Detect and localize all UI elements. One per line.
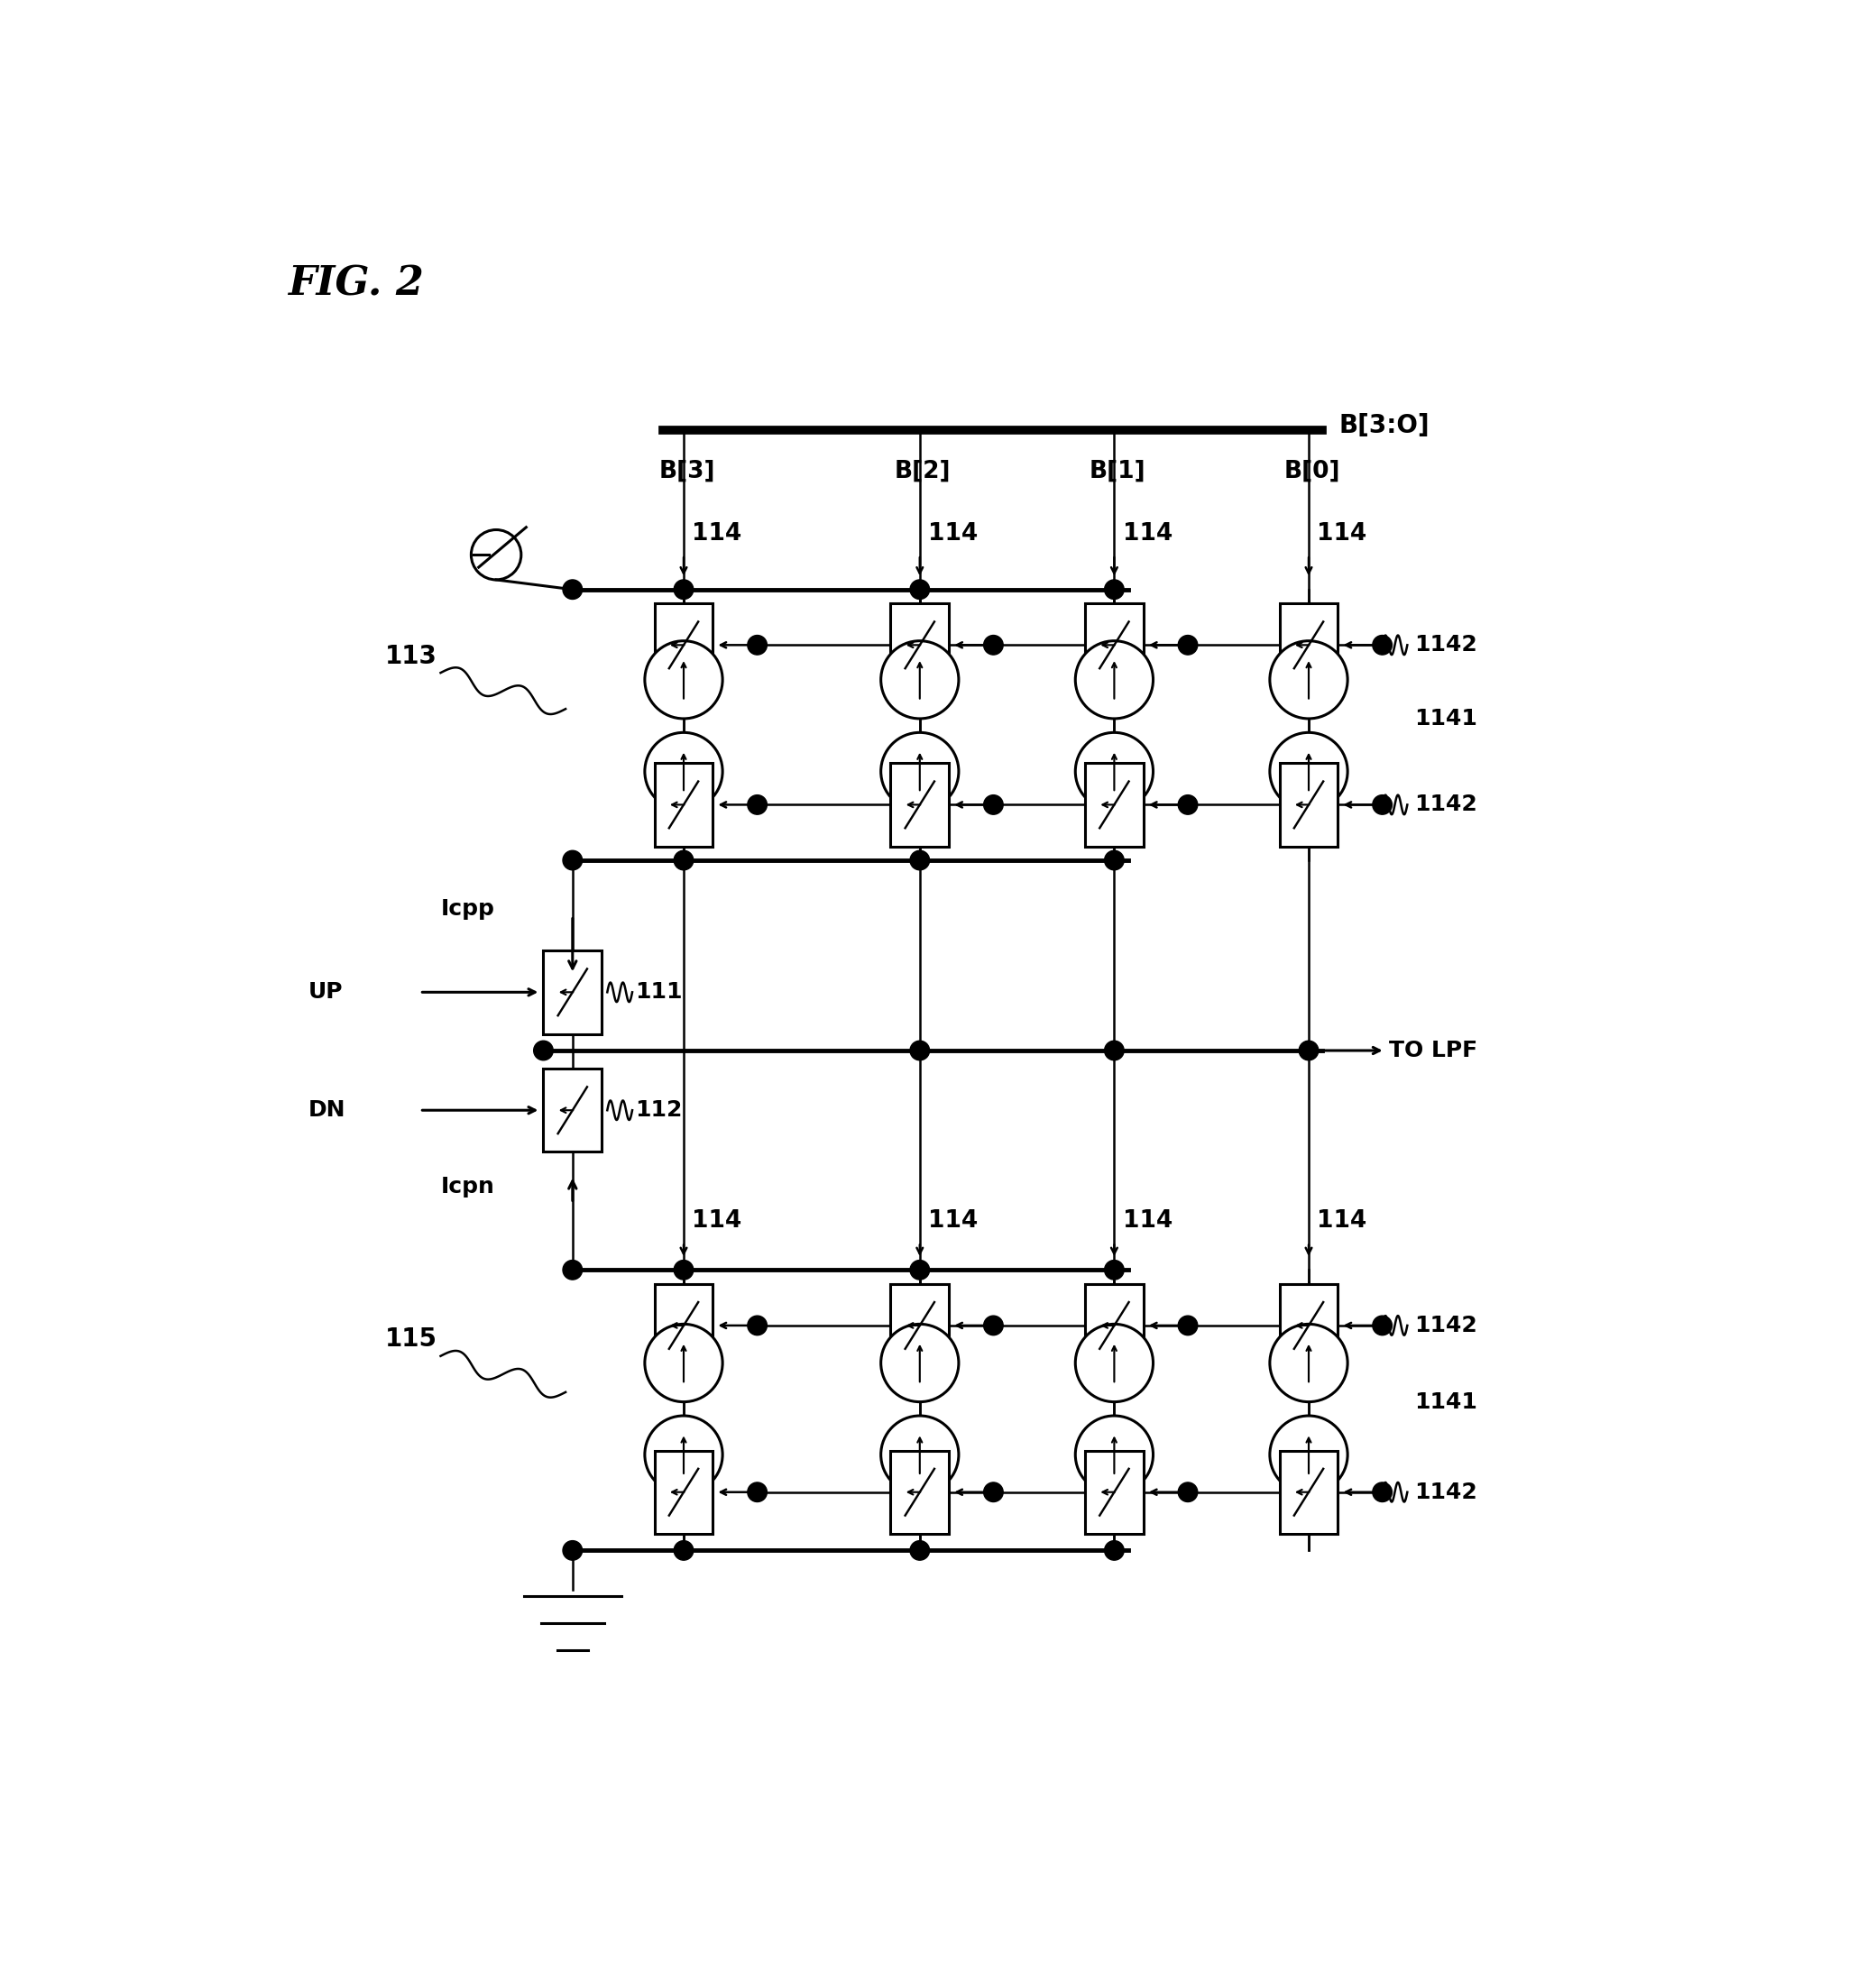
- Bar: [655, 604, 713, 687]
- Text: 111: 111: [636, 981, 683, 1002]
- Circle shape: [1373, 1482, 1392, 1501]
- Circle shape: [747, 795, 767, 815]
- Text: FIG. 2: FIG. 2: [287, 264, 424, 304]
- Text: Icpp: Icpp: [441, 898, 495, 919]
- Circle shape: [1075, 1417, 1154, 1494]
- Circle shape: [673, 580, 694, 600]
- Bar: [1084, 1284, 1142, 1367]
- Text: 114: 114: [929, 523, 977, 547]
- Circle shape: [645, 1417, 722, 1494]
- Bar: [1084, 764, 1142, 846]
- Circle shape: [1178, 795, 1197, 815]
- Circle shape: [910, 1042, 929, 1060]
- Bar: [891, 764, 949, 846]
- Text: 1142: 1142: [1415, 793, 1476, 815]
- Circle shape: [747, 1482, 767, 1501]
- Circle shape: [1075, 641, 1154, 718]
- Circle shape: [1178, 1482, 1197, 1501]
- Text: B[3:O]: B[3:O]: [1339, 412, 1430, 438]
- Circle shape: [1105, 1261, 1124, 1280]
- Circle shape: [673, 1541, 694, 1561]
- Circle shape: [1373, 1316, 1392, 1336]
- Circle shape: [910, 1541, 929, 1561]
- Text: B[0]: B[0]: [1283, 460, 1339, 483]
- Circle shape: [983, 1316, 1004, 1336]
- Circle shape: [563, 1261, 582, 1280]
- Bar: [891, 1450, 949, 1533]
- Circle shape: [1270, 641, 1347, 718]
- Circle shape: [1105, 1042, 1124, 1060]
- Bar: [1279, 764, 1338, 846]
- Text: 114: 114: [1122, 523, 1172, 547]
- Bar: [544, 1069, 602, 1152]
- Text: B[2]: B[2]: [895, 460, 951, 483]
- Text: 114: 114: [692, 1209, 741, 1233]
- Text: 114: 114: [692, 523, 741, 547]
- Text: 112: 112: [636, 1099, 683, 1121]
- Circle shape: [1270, 732, 1347, 811]
- Circle shape: [1075, 732, 1154, 811]
- Bar: [1279, 1450, 1338, 1533]
- Circle shape: [563, 850, 582, 870]
- Circle shape: [1105, 850, 1124, 870]
- Circle shape: [882, 641, 959, 718]
- Circle shape: [645, 732, 722, 811]
- Circle shape: [673, 1261, 694, 1280]
- Text: 114: 114: [1122, 1209, 1172, 1233]
- Bar: [891, 1284, 949, 1367]
- Bar: [655, 764, 713, 846]
- Circle shape: [910, 850, 929, 870]
- Circle shape: [882, 1417, 959, 1494]
- Circle shape: [910, 580, 929, 600]
- Circle shape: [1178, 1316, 1197, 1336]
- Bar: [544, 951, 602, 1034]
- Circle shape: [563, 580, 582, 600]
- Circle shape: [1105, 1541, 1124, 1561]
- Circle shape: [1373, 795, 1392, 815]
- Bar: [1279, 1284, 1338, 1367]
- Circle shape: [1373, 635, 1392, 655]
- Circle shape: [1270, 1324, 1347, 1403]
- Text: DN: DN: [310, 1099, 345, 1121]
- Circle shape: [645, 641, 722, 718]
- Circle shape: [983, 795, 1004, 815]
- Bar: [655, 1450, 713, 1533]
- Circle shape: [645, 1324, 722, 1403]
- Text: 1142: 1142: [1415, 1314, 1476, 1336]
- Text: 1141: 1141: [1415, 708, 1476, 730]
- Circle shape: [1075, 1324, 1154, 1403]
- Text: 1142: 1142: [1415, 1482, 1476, 1503]
- Text: 113: 113: [385, 643, 437, 669]
- Circle shape: [983, 1482, 1004, 1501]
- Text: Icpn: Icpn: [441, 1176, 495, 1198]
- Bar: [1084, 1450, 1142, 1533]
- Text: 114: 114: [1317, 523, 1368, 547]
- Circle shape: [1270, 1417, 1347, 1494]
- Text: 1142: 1142: [1415, 633, 1476, 655]
- Text: TO LPF: TO LPF: [1390, 1040, 1478, 1061]
- Bar: [891, 604, 949, 687]
- Circle shape: [1298, 1042, 1319, 1060]
- Text: 115: 115: [385, 1326, 437, 1352]
- Circle shape: [882, 732, 959, 811]
- Circle shape: [1178, 635, 1197, 655]
- Text: 1141: 1141: [1415, 1391, 1476, 1413]
- Circle shape: [563, 1541, 582, 1561]
- Bar: [1084, 604, 1142, 687]
- Text: 114: 114: [929, 1209, 977, 1233]
- Circle shape: [1105, 580, 1124, 600]
- Circle shape: [882, 1324, 959, 1403]
- Circle shape: [533, 1042, 553, 1060]
- Circle shape: [747, 1316, 767, 1336]
- Circle shape: [910, 1261, 929, 1280]
- Circle shape: [673, 850, 694, 870]
- Circle shape: [983, 635, 1004, 655]
- Bar: [655, 1284, 713, 1367]
- Circle shape: [747, 635, 767, 655]
- Text: B[3]: B[3]: [658, 460, 715, 483]
- Text: B[1]: B[1]: [1090, 460, 1146, 483]
- Text: 114: 114: [1317, 1209, 1368, 1233]
- Bar: [1279, 604, 1338, 687]
- Text: UP: UP: [310, 981, 343, 1002]
